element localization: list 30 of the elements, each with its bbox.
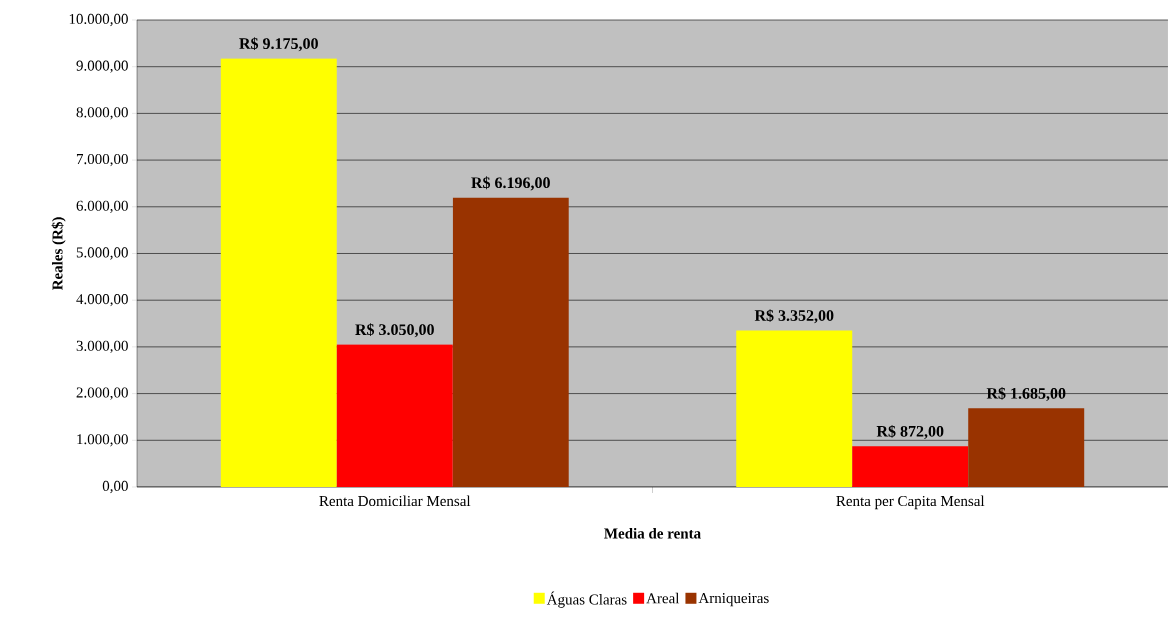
bar — [968, 408, 1085, 487]
bar — [852, 446, 969, 487]
data-label: R$ 872,00 — [876, 425, 944, 440]
data-label: R$ 3.050,00 — [355, 323, 434, 338]
bar — [220, 58, 337, 487]
legend-label: Águas Claras — [546, 591, 627, 608]
data-label: R$ 3.352,00 — [754, 309, 834, 324]
y-tick-label: 2.000,00 — [76, 387, 128, 400]
data-label: R$ 1.685,00 — [986, 387, 1066, 402]
y-tick-label: 7.000,00 — [76, 153, 128, 167]
x-tick-label: Renta Domiciliar Mensal — [319, 495, 471, 507]
y-tick-label: 4.000,00 — [76, 294, 128, 307]
bar — [336, 344, 453, 487]
bar — [452, 197, 569, 487]
x-axis-title: Media de renta — [604, 528, 701, 539]
y-tick-label: 8.000,00 — [76, 107, 128, 120]
data-label: R$ 9.175,00 — [239, 37, 318, 52]
y-tick-label: 5.000,00 — [76, 247, 128, 260]
y-tick-label: 6.000,00 — [76, 200, 128, 213]
legend-label: Areal — [646, 592, 680, 604]
data-label: R$ 6.196,00 — [471, 176, 550, 191]
y-tick-label: 9.000,00 — [76, 60, 128, 73]
y-tick-label: 1.000,00 — [77, 434, 128, 447]
bar — [736, 330, 853, 487]
y-axis-title: Reales (R$) — [51, 217, 66, 291]
y-tick-label: 3.000,00 — [76, 340, 128, 354]
y-tick-label: 10.000,00 — [69, 13, 128, 27]
x-tick-label: Renta per Capita Mensal — [836, 495, 985, 510]
y-tick-label: 0,00 — [102, 480, 128, 494]
legend-label: Arniqueiras — [698, 593, 769, 607]
